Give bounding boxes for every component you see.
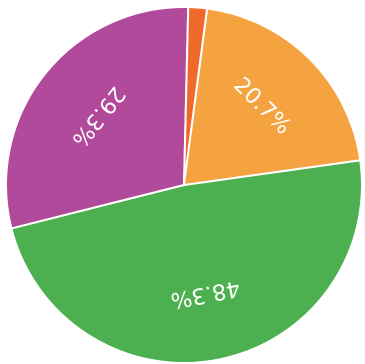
pie-slice-0 (10, 159, 363, 364)
pie-slice-1 (5, 6, 190, 230)
pie-slices (5, 6, 363, 364)
pie-slice-3 (182, 7, 362, 187)
